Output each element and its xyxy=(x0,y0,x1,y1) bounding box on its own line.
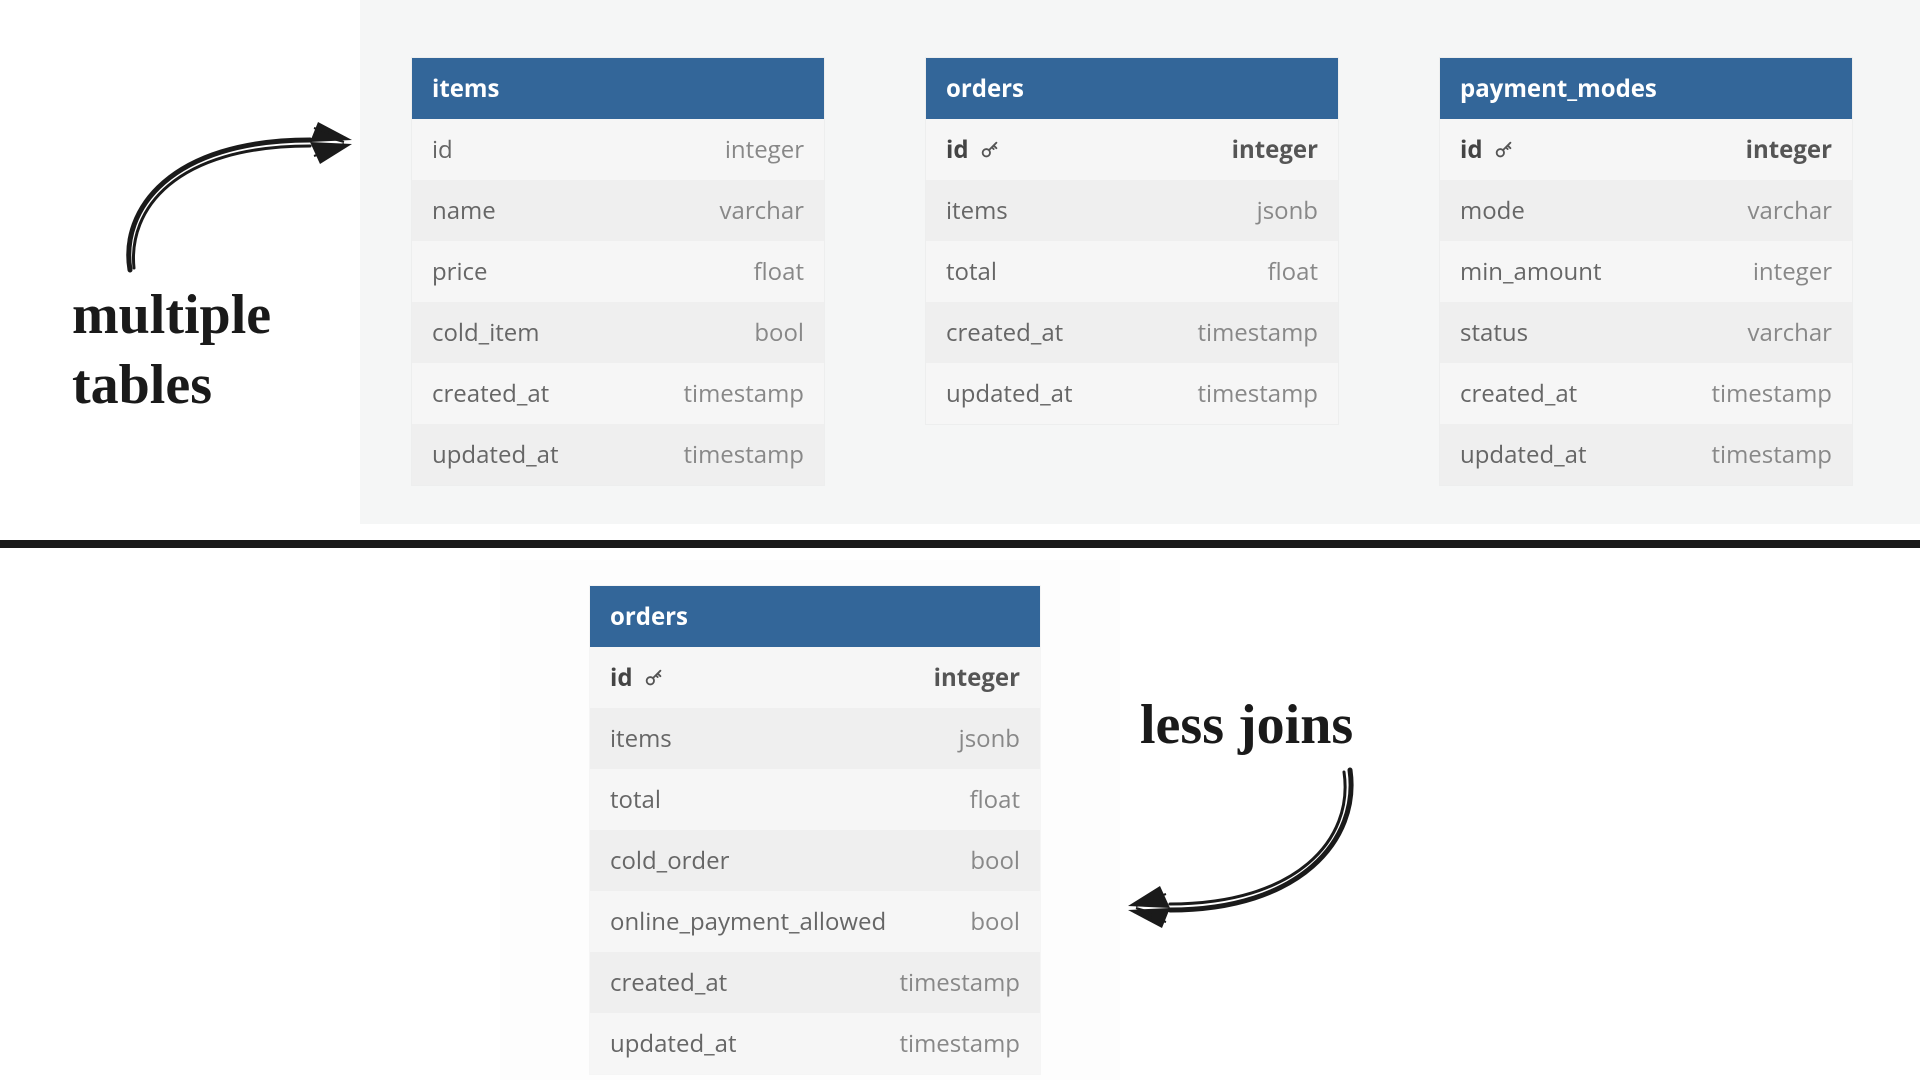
table-header: orders xyxy=(926,58,1338,119)
table-orders-top: orders id integer items jsonb total float crea… xyxy=(926,58,1338,424)
table-row: created_at timestamp xyxy=(1440,363,1852,424)
column-type: timestamp xyxy=(1711,438,1832,471)
table-row: updated_at timestamp xyxy=(412,424,824,485)
table-row: id integer xyxy=(590,647,1040,708)
key-icon xyxy=(1493,139,1515,161)
key-icon xyxy=(643,667,665,689)
annotation-text: tables xyxy=(72,350,271,420)
column-name: items xyxy=(946,194,1008,227)
table-row: created_at timestamp xyxy=(412,363,824,424)
table-row: updated_at timestamp xyxy=(1440,424,1852,485)
column-type: integer xyxy=(1746,133,1832,166)
column-type: integer xyxy=(1753,255,1832,288)
column-type: integer xyxy=(1232,133,1318,166)
column-type: timestamp xyxy=(683,438,804,471)
table-row: created_at timestamp xyxy=(590,952,1040,1013)
column-name: updated_at xyxy=(610,1027,737,1060)
annotation-text: less joins xyxy=(1140,694,1353,756)
table-row: name varchar xyxy=(412,180,824,241)
column-type: timestamp xyxy=(1711,377,1832,410)
table-row: mode varchar xyxy=(1440,180,1852,241)
table-row: updated_at timestamp xyxy=(926,363,1338,424)
arrow-multiple-tables xyxy=(110,110,370,285)
table-row: total float xyxy=(590,769,1040,830)
column-name: mode xyxy=(1460,194,1525,227)
table-payment-modes: payment_modesid integer mode varchar min_am… xyxy=(1440,58,1852,485)
column-type: varchar xyxy=(1748,194,1833,227)
column-name: id xyxy=(1460,133,1515,166)
column-name: id xyxy=(946,133,1001,166)
table-orders-bottom: orders id integer items jsonb total float cold… xyxy=(590,586,1040,1074)
column-type: timestamp xyxy=(1197,377,1318,410)
table-row: total float xyxy=(926,241,1338,302)
column-type: jsonb xyxy=(959,722,1020,755)
table-row: online_payment_allowed bool xyxy=(590,891,1040,952)
table-row: updated_at timestamp xyxy=(590,1013,1040,1074)
table-row: id integer xyxy=(1440,119,1852,180)
table-title: items xyxy=(432,72,499,105)
column-type: bool xyxy=(754,316,804,349)
column-name: id xyxy=(432,133,453,166)
table-row: cold_order bool xyxy=(590,830,1040,891)
section-divider xyxy=(0,540,1920,548)
column-type: timestamp xyxy=(899,966,1020,999)
column-name: cold_item xyxy=(432,316,540,349)
column-type: timestamp xyxy=(1197,316,1318,349)
column-name: total xyxy=(946,255,997,288)
column-name: updated_at xyxy=(432,438,559,471)
table-row: id integer xyxy=(412,119,824,180)
column-type: varchar xyxy=(720,194,805,227)
table-title: orders xyxy=(946,72,1024,105)
column-name: name xyxy=(432,194,496,227)
annotation-text: multiple xyxy=(72,280,271,350)
table-row: price float xyxy=(412,241,824,302)
canvas: items id integer name varchar price float cold_… xyxy=(0,0,1920,1080)
key-icon xyxy=(979,139,1001,161)
annotation-multiple-tables: multiple tables xyxy=(72,280,271,420)
table-header: orders xyxy=(590,586,1040,647)
table-items: items id integer name varchar price float cold_… xyxy=(412,58,824,485)
column-type: jsonb xyxy=(1257,194,1318,227)
column-name: status xyxy=(1460,316,1528,349)
column-name: created_at xyxy=(946,316,1063,349)
table-row: id integer xyxy=(926,119,1338,180)
column-name: cold_order xyxy=(610,844,729,877)
column-type: timestamp xyxy=(899,1027,1020,1060)
column-name: updated_at xyxy=(946,377,1073,410)
column-type: bool xyxy=(970,844,1020,877)
column-name: price xyxy=(432,255,488,288)
column-name: id xyxy=(610,661,665,694)
column-name: total xyxy=(610,783,661,816)
column-type: bool xyxy=(970,905,1020,938)
table-row: items jsonb xyxy=(926,180,1338,241)
column-type: float xyxy=(970,783,1020,816)
column-name: updated_at xyxy=(1460,438,1587,471)
column-type: float xyxy=(754,255,804,288)
column-name: min_amount xyxy=(1460,255,1602,288)
column-type: integer xyxy=(934,661,1020,694)
table-header: items xyxy=(412,58,824,119)
column-name: items xyxy=(610,722,672,755)
column-name: created_at xyxy=(1460,377,1577,410)
table-header: payment_modes xyxy=(1440,58,1852,119)
annotation-less-joins: less joins xyxy=(1140,690,1353,760)
table-row: status varchar xyxy=(1440,302,1852,363)
arrow-less-joins xyxy=(1120,760,1380,945)
column-type: integer xyxy=(725,133,804,166)
column-name: online_payment_allowed xyxy=(610,905,886,938)
table-title: orders xyxy=(610,600,688,633)
table-title: payment_modes xyxy=(1460,72,1657,105)
table-row: min_amount integer xyxy=(1440,241,1852,302)
column-type: float xyxy=(1268,255,1318,288)
table-row: created_at timestamp xyxy=(926,302,1338,363)
column-type: varchar xyxy=(1748,316,1833,349)
table-row: items jsonb xyxy=(590,708,1040,769)
column-type: timestamp xyxy=(683,377,804,410)
table-row: cold_item bool xyxy=(412,302,824,363)
column-name: created_at xyxy=(610,966,727,999)
column-name: created_at xyxy=(432,377,549,410)
